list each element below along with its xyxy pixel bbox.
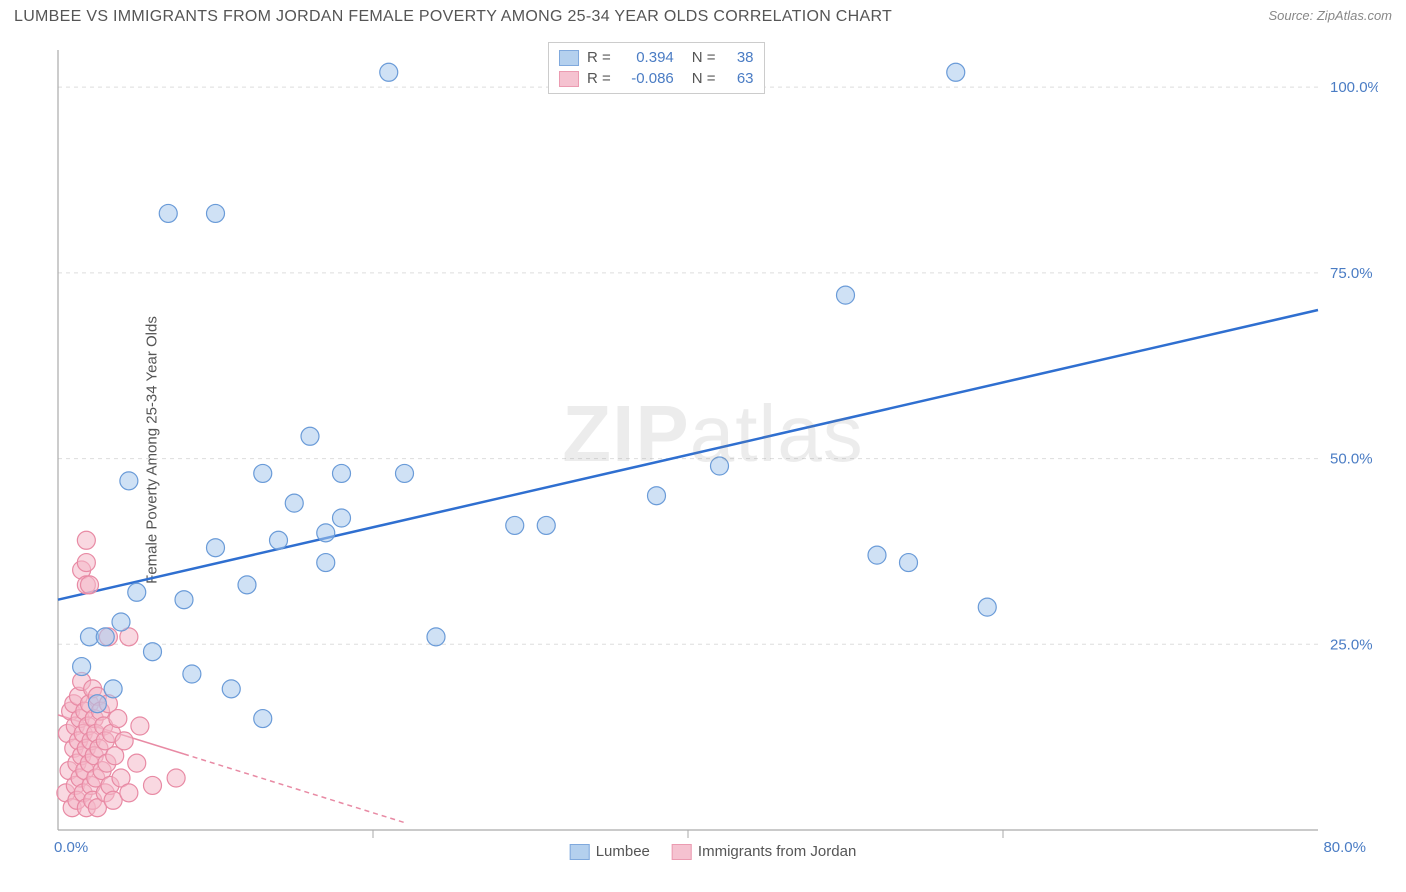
correlation-legend-row: R = 0.394 N = 38 bbox=[559, 47, 754, 68]
chart-header: LUMBEE VS IMMIGRANTS FROM JORDAN FEMALE … bbox=[0, 0, 1406, 30]
svg-text:75.0%: 75.0% bbox=[1330, 265, 1373, 282]
series-name: Lumbee bbox=[596, 843, 650, 860]
series-legend-item: Lumbee bbox=[570, 843, 650, 860]
series-legend-item: Immigrants from Jordan bbox=[672, 843, 856, 860]
legend-r-value: -0.086 bbox=[619, 70, 674, 87]
legend-n-label: N = bbox=[692, 49, 716, 66]
chart-source: Source: ZipAtlas.com bbox=[1268, 8, 1392, 23]
legend-swatch bbox=[559, 71, 579, 87]
chart-area: Female Poverty Among 25-34 Year Olds 25.… bbox=[48, 40, 1378, 860]
legend-swatch bbox=[672, 844, 692, 860]
legend-r-label: R = bbox=[587, 70, 611, 87]
svg-text:100.0%: 100.0% bbox=[1330, 79, 1378, 96]
svg-text:50.0%: 50.0% bbox=[1330, 451, 1373, 468]
legend-n-label: N = bbox=[692, 70, 716, 87]
correlation-legend: R = 0.394 N = 38 R = -0.086 N = 63 bbox=[548, 42, 765, 94]
legend-r-value: 0.394 bbox=[619, 49, 674, 66]
legend-r-label: R = bbox=[587, 49, 611, 66]
legend-n-value: 38 bbox=[724, 49, 754, 66]
legend-swatch bbox=[570, 844, 590, 860]
scatter-plot: 25.0% 50.0% 75.0% 100.0% 0.0% 80.0% bbox=[48, 40, 1378, 860]
legend-swatch bbox=[559, 50, 579, 66]
series-name: Immigrants from Jordan bbox=[698, 843, 856, 860]
correlation-legend-row: R = -0.086 N = 63 bbox=[559, 68, 754, 89]
chart-title: LUMBEE VS IMMIGRANTS FROM JORDAN FEMALE … bbox=[14, 8, 892, 26]
series-legend: Lumbee Immigrants from Jordan bbox=[562, 841, 865, 862]
svg-text:80.0%: 80.0% bbox=[1323, 839, 1366, 856]
legend-n-value: 63 bbox=[724, 70, 754, 87]
svg-text:25.0%: 25.0% bbox=[1330, 636, 1373, 653]
svg-text:0.0%: 0.0% bbox=[54, 839, 88, 856]
